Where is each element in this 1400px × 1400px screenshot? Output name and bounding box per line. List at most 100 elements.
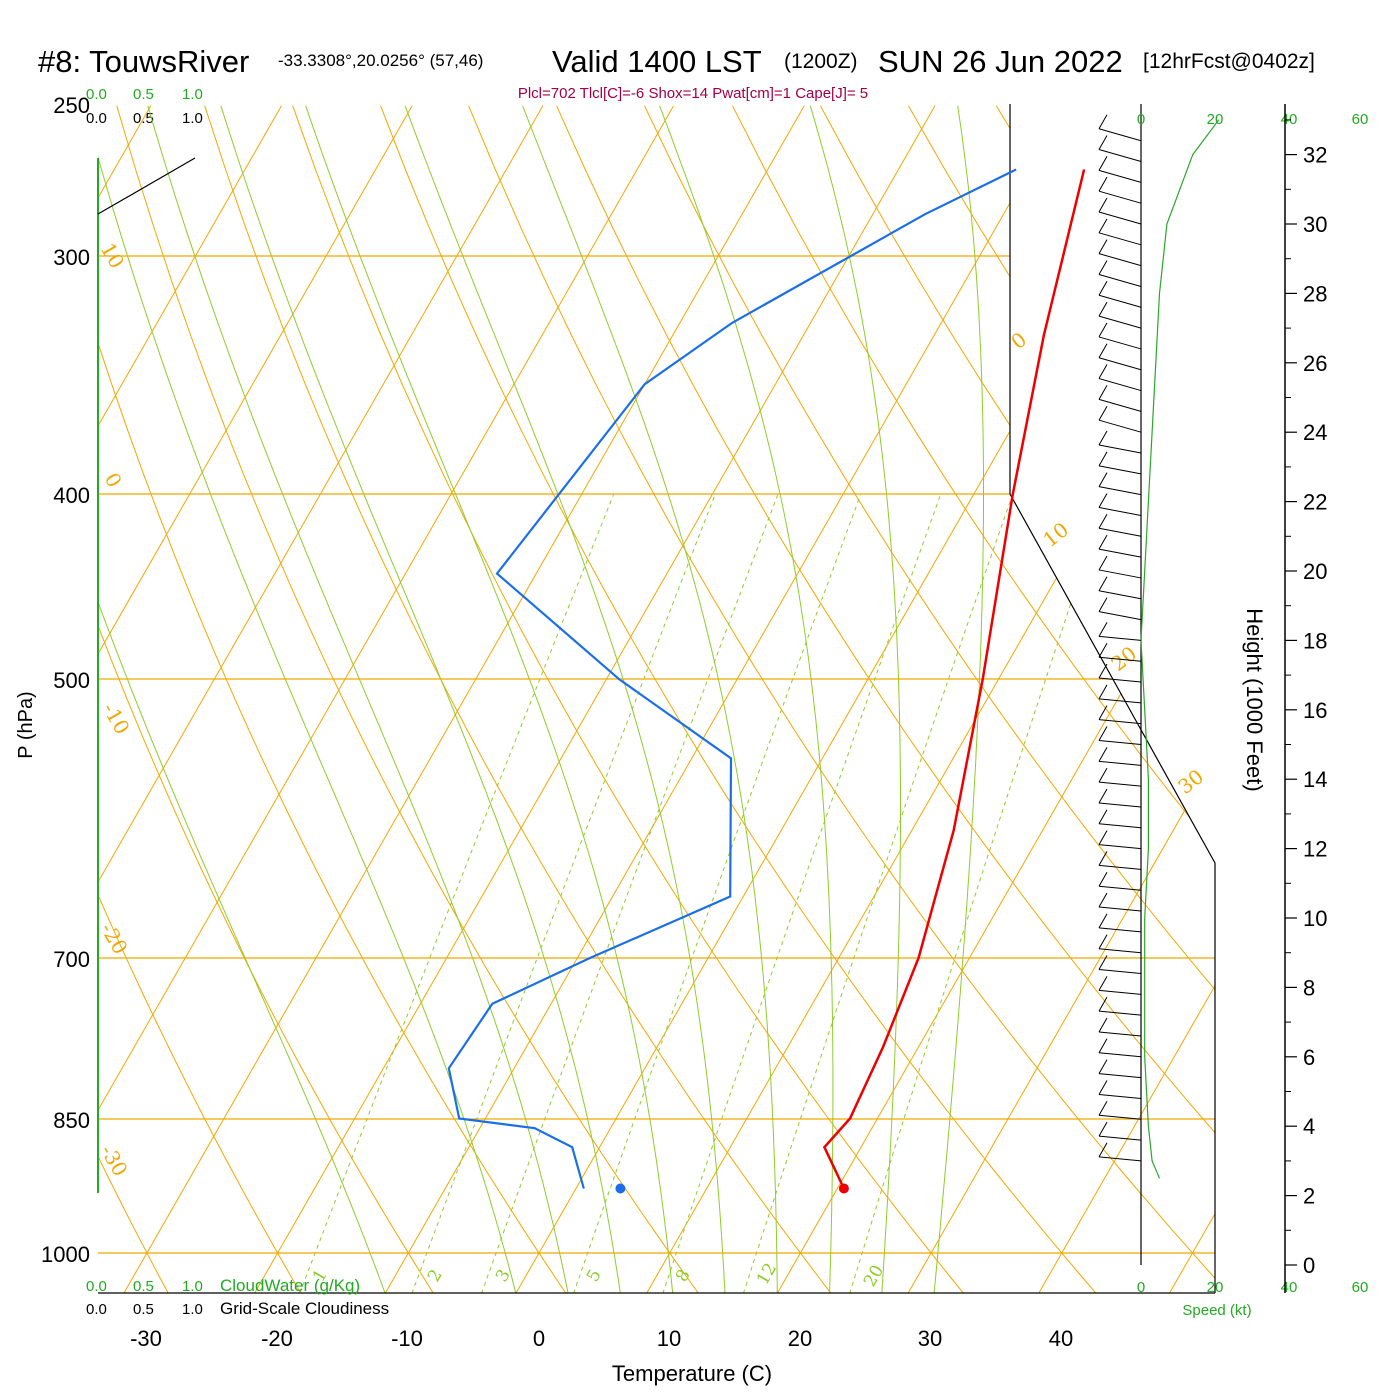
height-tick-label: 24 (1303, 420, 1327, 445)
wind-barb (1098, 969, 1142, 975)
wind-barb (1098, 294, 1142, 308)
wind-barb (1098, 1073, 1142, 1079)
surface-dewpoint-marker (615, 1183, 626, 1194)
wind-barb-flag (1098, 1017, 1108, 1033)
wind-barb-flag (1098, 555, 1108, 571)
dry-adiabat (468, 105, 1215, 1293)
wind-barb (1098, 253, 1142, 267)
svg-text:0: 0 (1137, 1279, 1145, 1296)
svg-text:40: 40 (1281, 1279, 1298, 1296)
wind-barb-flag (1098, 684, 1108, 700)
wind-barb (1098, 357, 1142, 371)
wind-barb-flag (1098, 197, 1108, 213)
height-tick-label: 4 (1303, 1114, 1315, 1139)
isotherm-line (646, 105, 1215, 1293)
wind-barb-flag (1098, 430, 1108, 446)
wind-barb (1098, 927, 1142, 933)
wind-barb (1098, 719, 1142, 725)
wind-barb-flag (1098, 597, 1108, 612)
wind-barb (1098, 844, 1142, 850)
moist-adiabat (522, 105, 778, 1293)
pressure-tick: 250 (53, 93, 90, 118)
svg-text:30: 30 (1173, 764, 1208, 799)
sounding-series (447, 168, 1086, 1194)
wind-barb-flag (1098, 405, 1108, 421)
dry-adiabat (1260, 106, 1400, 1294)
valid-time: Valid 1400 LST (552, 44, 762, 79)
wind-barb-flag (1098, 1080, 1108, 1095)
moist-adiabat (98, 105, 517, 1293)
svg-text:0.0: 0.0 (86, 86, 107, 103)
svg-text:0.5: 0.5 (133, 1278, 154, 1295)
wind-barb-flag (1098, 343, 1108, 358)
height-tick-label: 12 (1303, 837, 1327, 862)
wind-barb-flag (1098, 976, 1108, 991)
svg-text:1.0: 1.0 (182, 1278, 203, 1295)
temperature-axis-label: Temperature (C) (612, 1361, 772, 1386)
svg-text:-20: -20 (96, 919, 133, 959)
height-tick-label: 6 (1303, 1045, 1315, 1070)
dry-adiabat (116, 105, 699, 1293)
wind-barb (1098, 698, 1142, 704)
wind-barb-flag (1098, 809, 1108, 825)
wind-barb-flag (1098, 892, 1108, 908)
isotherm-line (384, 105, 1067, 1293)
wind-barb-flag (1098, 1121, 1108, 1137)
pressure-tick: 1000 (41, 1242, 90, 1267)
wind-barb-flag (1098, 747, 1108, 762)
svg-text:1.0: 1.0 (182, 110, 203, 127)
wind-profile (1098, 104, 1220, 1265)
svg-text:3: 3 (492, 1266, 515, 1285)
wind-barb (1098, 548, 1142, 558)
wind-barb (1098, 169, 1142, 183)
wind-barb-flag (1098, 705, 1108, 720)
cloudwater-scale-bottom: 0.0 0.5 1.0 CloudWater (g/Kg) 0.0 0.5 1.… (86, 1276, 389, 1318)
svg-text:20: 20 (1207, 1279, 1224, 1296)
temp-tick: -20 (261, 1326, 293, 1351)
wind-barb (1098, 611, 1142, 621)
isotherm-line (123, 105, 805, 1293)
wind-barb (1098, 590, 1142, 600)
temp-tick: -30 (130, 1326, 162, 1351)
forecast-info: [12hrFcst@0402z] (1143, 50, 1315, 73)
wind-barb (1098, 398, 1142, 412)
dry-adiabat (732, 105, 1215, 1293)
dry-adiabat (98, 105, 302, 1293)
svg-text:-30: -30 (96, 1141, 133, 1181)
temp-tick: 0 (533, 1326, 545, 1351)
temp-tick: 40 (1049, 1326, 1073, 1351)
wind-barb (1098, 781, 1142, 787)
wind-barb-flag (1098, 955, 1108, 970)
dewpoint-line (447, 168, 1017, 1189)
wind-barb-flag (1098, 493, 1108, 508)
moist-adiabat (659, 105, 834, 1293)
wind-barb (1098, 1031, 1142, 1037)
height-tick-label: 32 (1303, 143, 1327, 168)
wind-barb (1098, 378, 1142, 392)
svg-text:0.5: 0.5 (133, 86, 154, 103)
isotherm-line (515, 105, 1197, 1293)
wind-barb (1098, 948, 1142, 954)
temperature-axis: -30 -20 -10 0 10 20 30 40 Temperature (C… (130, 1326, 1073, 1386)
wind-barb (1098, 656, 1142, 662)
wind-barb (1098, 1114, 1142, 1120)
valid-date: SUN 26 Jun 2022 (878, 44, 1123, 79)
wind-barb-flag (1098, 472, 1108, 487)
wind-barb-flag (1098, 767, 1108, 783)
svg-text:5: 5 (583, 1266, 606, 1285)
mixing-ratio-line (411, 494, 716, 1293)
isotherm-line (98, 105, 413, 1293)
moist-adiabat (809, 105, 901, 1293)
wind-barb-flag (1098, 934, 1108, 949)
temp-tick: -10 (391, 1326, 423, 1351)
dry-adiabat (1171, 105, 1215, 1293)
height-tick-label: 2 (1303, 1184, 1315, 1209)
moist-adiabat (404, 105, 726, 1293)
dry-adiabat (556, 105, 1215, 1293)
wind-barb (1098, 989, 1142, 995)
wind-barb (1098, 190, 1142, 204)
wind-barb (1098, 906, 1142, 912)
wind-barb (1098, 232, 1142, 246)
wind-barb (1098, 740, 1142, 745)
wind-barb-flag (1098, 385, 1108, 400)
